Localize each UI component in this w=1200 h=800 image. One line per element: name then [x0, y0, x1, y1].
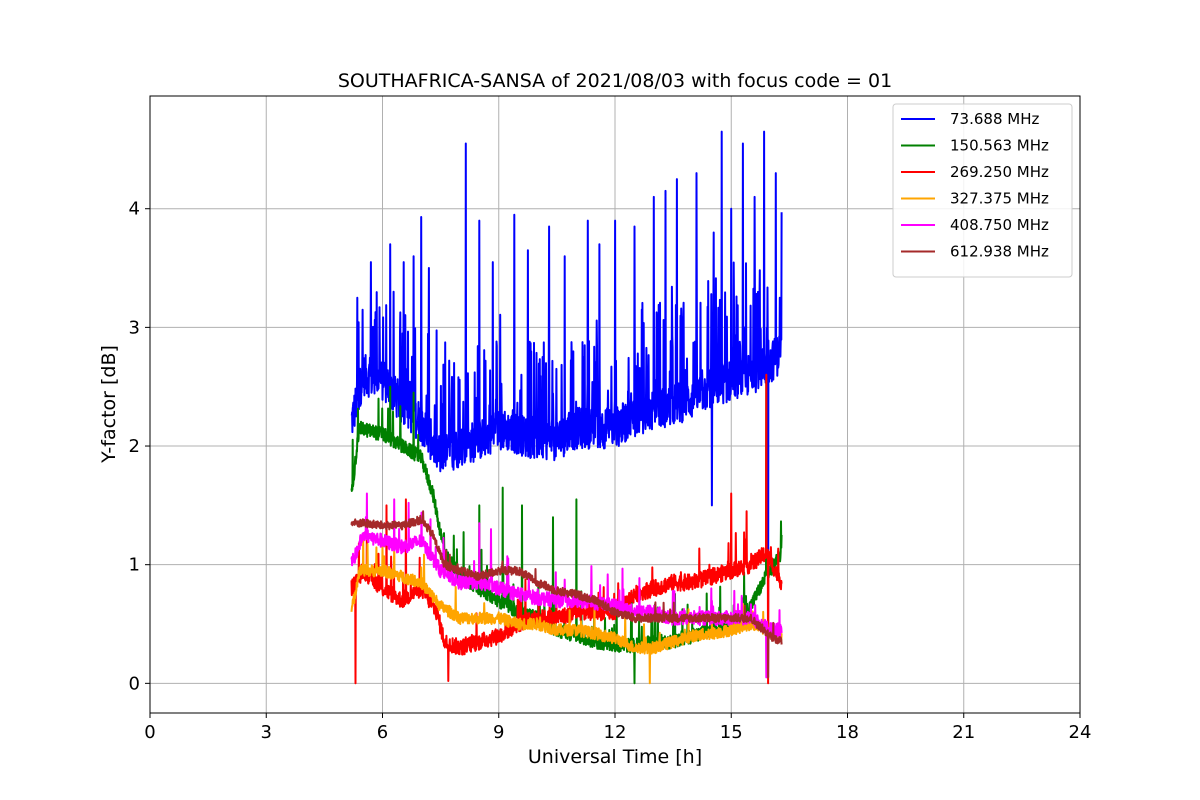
x-tick-label: 12: [604, 722, 627, 743]
y-tick-label: 0: [129, 673, 140, 694]
x-tick-label: 9: [493, 722, 504, 743]
x-axis-label: Universal Time [h]: [528, 746, 702, 768]
x-tick-label: 15: [720, 722, 743, 743]
x-tick-label: 6: [377, 722, 388, 743]
x-axis: 0 3 6 9 12 15 18 21 24: [144, 713, 1091, 743]
legend-entry: 269.250 MHz: [950, 163, 1049, 181]
legend-entry: 612.938 MHz: [950, 243, 1049, 261]
y-axis: 0 1 2 3 4: [129, 199, 150, 694]
y-tick-label: 4: [129, 199, 140, 220]
y-axis-label: Y-factor [dB]: [98, 345, 120, 464]
x-tick-label: 3: [261, 722, 272, 743]
x-tick-label: 18: [836, 722, 859, 743]
x-tick-label: 24: [1069, 722, 1092, 743]
series-line-5: [350, 510, 783, 679]
y-tick-label: 1: [129, 555, 140, 576]
legend-entry: 408.750 MHz: [950, 216, 1049, 234]
chart-title: SOUTHAFRICA-SANSA of 2021/08/03 with foc…: [338, 70, 892, 92]
plot-area: [350, 130, 783, 685]
legend-entry: 73.688 MHz: [950, 110, 1039, 128]
x-tick-label: 0: [144, 722, 155, 743]
y-tick-label: 3: [129, 317, 140, 338]
series-line-3: [350, 534, 783, 685]
series-line-0: [350, 130, 783, 679]
legend-entry: 327.375 MHz: [950, 190, 1049, 208]
legend-entry: 150.563 MHz: [950, 137, 1049, 155]
legend: 73.688 MHz 150.563 MHz 269.250 MHz 327.375 …: [892, 103, 1073, 278]
legend-box: [892, 103, 1073, 278]
x-tick-label: 21: [952, 722, 975, 743]
y-tick-label: 2: [129, 436, 140, 457]
